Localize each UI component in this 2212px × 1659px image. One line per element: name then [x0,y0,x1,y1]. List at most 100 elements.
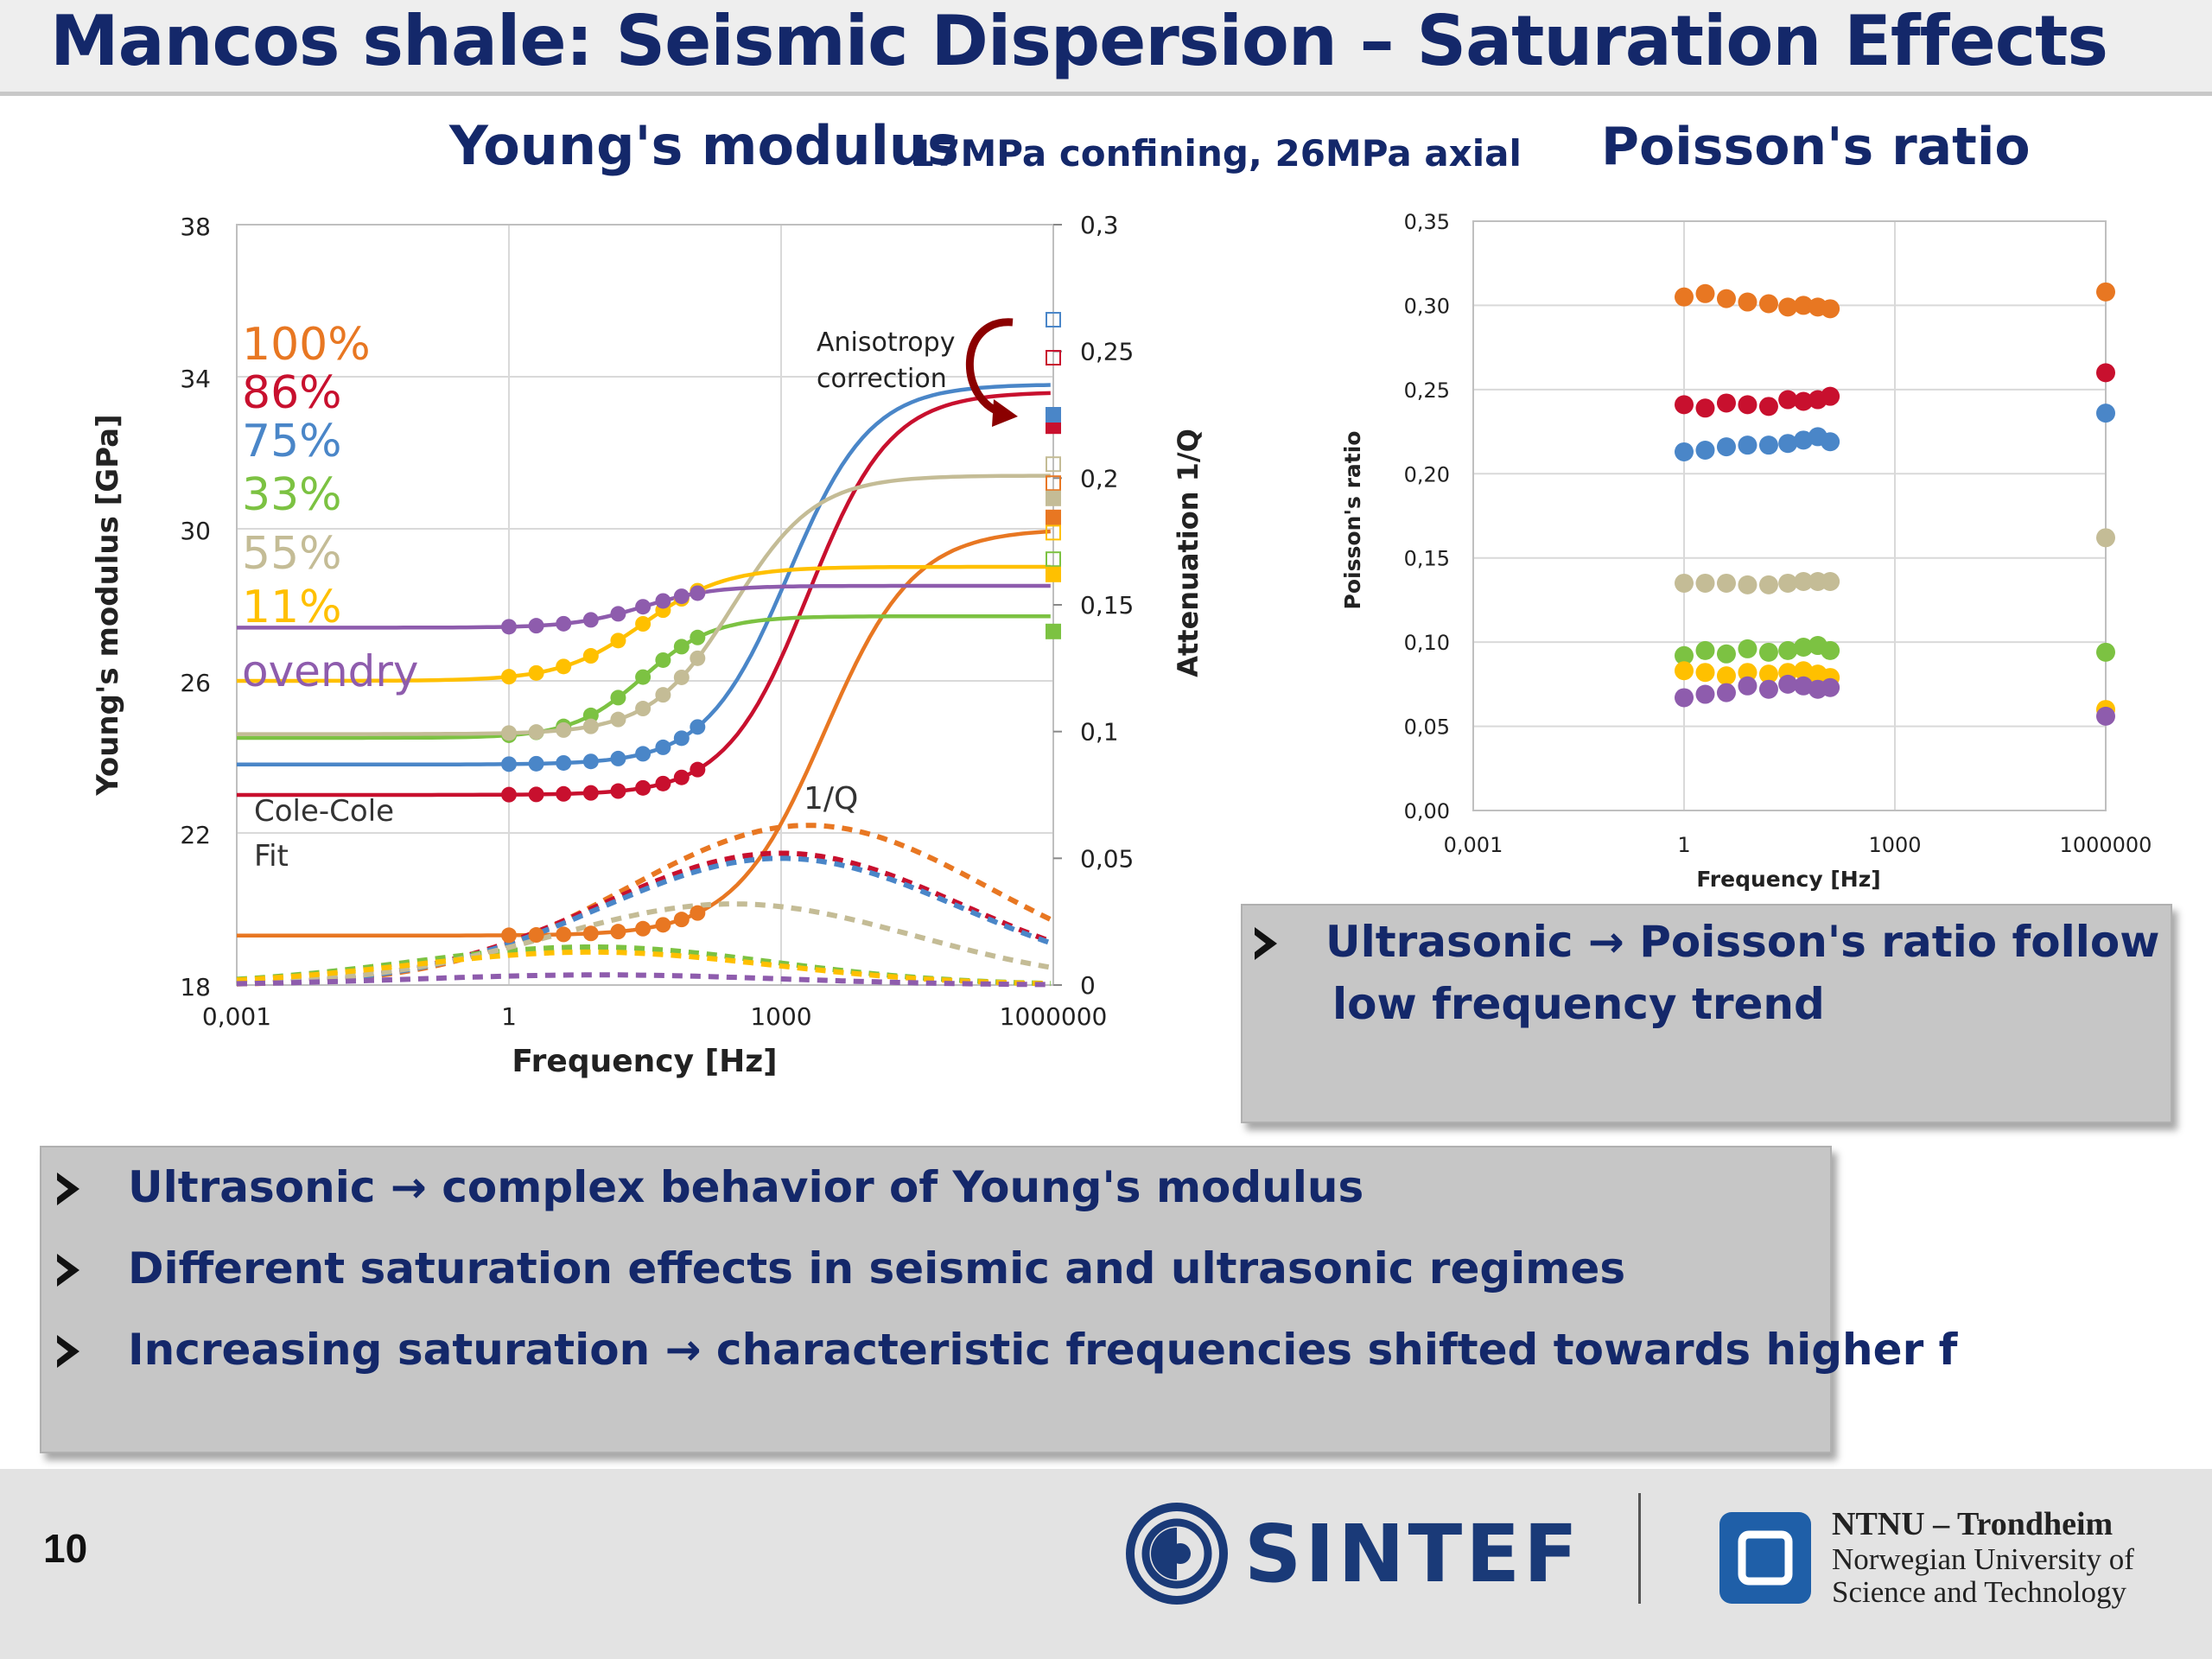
anisotropy-arrowhead [992,399,1018,427]
youngs-point-75% [582,753,599,770]
summary-bullet-1: Ultrasonic → complex behavior of Young's… [57,1156,1363,1218]
poisson-point-ovendry [1695,684,1715,704]
page-number: 10 [43,1526,88,1571]
poisson-ytick: 0,35 [1404,210,1450,234]
poisson-heading: Poisson's ratio [1601,117,2031,177]
poisson-point-75% [1794,430,1814,450]
youngs-xtick: 1 [501,1002,517,1031]
poisson-point-55% [1758,575,1778,594]
youngs-point-11% [556,658,572,675]
youngs-y2tick: 0 [1080,971,1096,1000]
poisson-point-11% [1675,661,1694,681]
youngs-point-100% [673,912,690,928]
youngs-point-100% [501,927,517,944]
youngs-point-86% [582,785,599,801]
legend-entry-86%: 86% [242,367,342,419]
youngs-point-55% [635,701,652,717]
poisson-points [1675,282,2115,726]
poisson-point-ovendry [1738,676,1758,696]
poisson-point-ovendry [1716,683,1736,702]
poisson-point-ovendry [1821,677,1840,697]
youngs-ytick: 38 [180,213,211,241]
youngs-point-100% [582,925,599,942]
youngs-y2tick: 0,25 [1080,338,1134,366]
poisson-point-55% [1738,575,1758,594]
poisson-point-100% [1738,292,1758,312]
youngs-ytick: 22 [180,821,211,849]
poisson-point-11% [1794,661,1814,681]
poisson-point-33% [1778,640,1798,660]
poisson-point-55% [1821,571,1840,591]
youngs-y2tick: 0,05 [1080,844,1134,873]
youngs-point-75% [655,739,671,755]
youngs-point-ovendry [635,599,652,615]
footer [0,1469,2212,1659]
poisson-point-55% [2096,528,2115,548]
poisson-point-86% [2096,363,2115,383]
youngs-ytick: 34 [180,365,211,393]
youngs-point-75% [501,756,517,772]
poisson-point-75% [1758,435,1778,455]
poisson-ytick: 0,25 [1404,378,1450,403]
poisson-point-ovendry [1758,679,1778,699]
youngs-xtick: 1000 [750,1002,811,1031]
summary-bullet-2: Different saturation effects in seismic … [57,1237,1625,1300]
youngs-point-ovendry [528,618,544,634]
poisson-point-33% [1821,640,1840,660]
poisson-point-55% [1695,573,1715,593]
youngs-point-11% [635,616,652,632]
sintef-logo-icon [1126,1503,1228,1605]
poisson-point-86% [1716,393,1736,413]
poisson-point-75% [1778,434,1798,454]
slide-title: Mancos shale: Seismic Dispersion – Satur… [50,1,2108,81]
poisson-point-86% [1821,386,1840,406]
poisson-point-33% [2096,642,2115,662]
poisson-xtick: 0,001 [1444,833,1503,857]
poisson-point-86% [1675,395,1694,415]
poisson-point-86% [1794,391,1814,411]
youngs-point-100% [690,905,706,921]
youngs-point-ovendry [501,619,517,635]
poisson-point-33% [1794,637,1814,657]
youngs-point-55% [582,718,599,734]
poisson-point-11% [1758,664,1778,684]
poisson-bullet-text-1: Ultrasonic → Poisson's ratio follow [1325,917,2160,967]
poisson-point-75% [2096,404,2115,423]
youngs-ultrasonic-raw-75% [1046,312,1061,327]
poisson-point-33% [1716,644,1736,664]
anisotropy-label-2: correction [817,364,947,394]
bullet-arrow-icon [57,1335,79,1368]
youngs-point-86% [610,783,626,799]
youngs-point-100% [528,927,544,944]
anisotropy-label-1: Anisotropy [817,327,955,358]
youngs-point-86% [501,786,517,803]
poisson-point-100% [1821,299,1840,319]
poisson-bullet-cont: low frequency trend [1332,973,1825,1035]
youngs-point-ovendry [582,612,599,628]
youngs-point-86% [528,786,544,803]
youngs-y2label: Attenuation 1/Q [1172,429,1205,677]
poisson-bullet-box: Ultrasonic → Poisson's ratio follow low … [1241,904,2172,1123]
colecole-label-2: Fit [254,839,289,874]
anisotropy-arrow [965,318,1014,417]
youngs-ytick: 18 [180,973,211,1001]
youngs-point-ovendry [690,585,706,601]
youngs-point-55% [673,669,690,685]
poisson-point-55% [1778,573,1798,593]
poisson-xlabel: Frequency [Hz] [1696,867,1880,892]
poisson-ticks: 0,00 0,05 0,10 0,15 0,20 0,25 0,30 0,35 0,001 1 10… [1404,210,2152,857]
poisson-ylabel: Poisson's ratio [1340,431,1365,610]
youngs-ytick: 30 [180,517,211,545]
youngs-ylabel: Young's modulus [GPa] [91,414,125,796]
youngs-ultrasonic-raw-55% [1046,456,1061,473]
youngs-ultrasonic-raw-86% [1046,350,1061,365]
attenuation-55% [236,901,1052,986]
poisson-xtick: 1000000 [2060,833,2152,857]
youngs-ultrasonic-75% [1046,407,1061,423]
poisson-point-75% [1738,435,1758,455]
poisson-xtick: 1 [1677,833,1690,857]
poisson-point-55% [1716,573,1736,593]
poisson-bullet-text-2: low frequency trend [1332,979,1825,1029]
youngs-y2tick: 0,15 [1080,591,1134,620]
youngs-point-86% [690,761,706,778]
